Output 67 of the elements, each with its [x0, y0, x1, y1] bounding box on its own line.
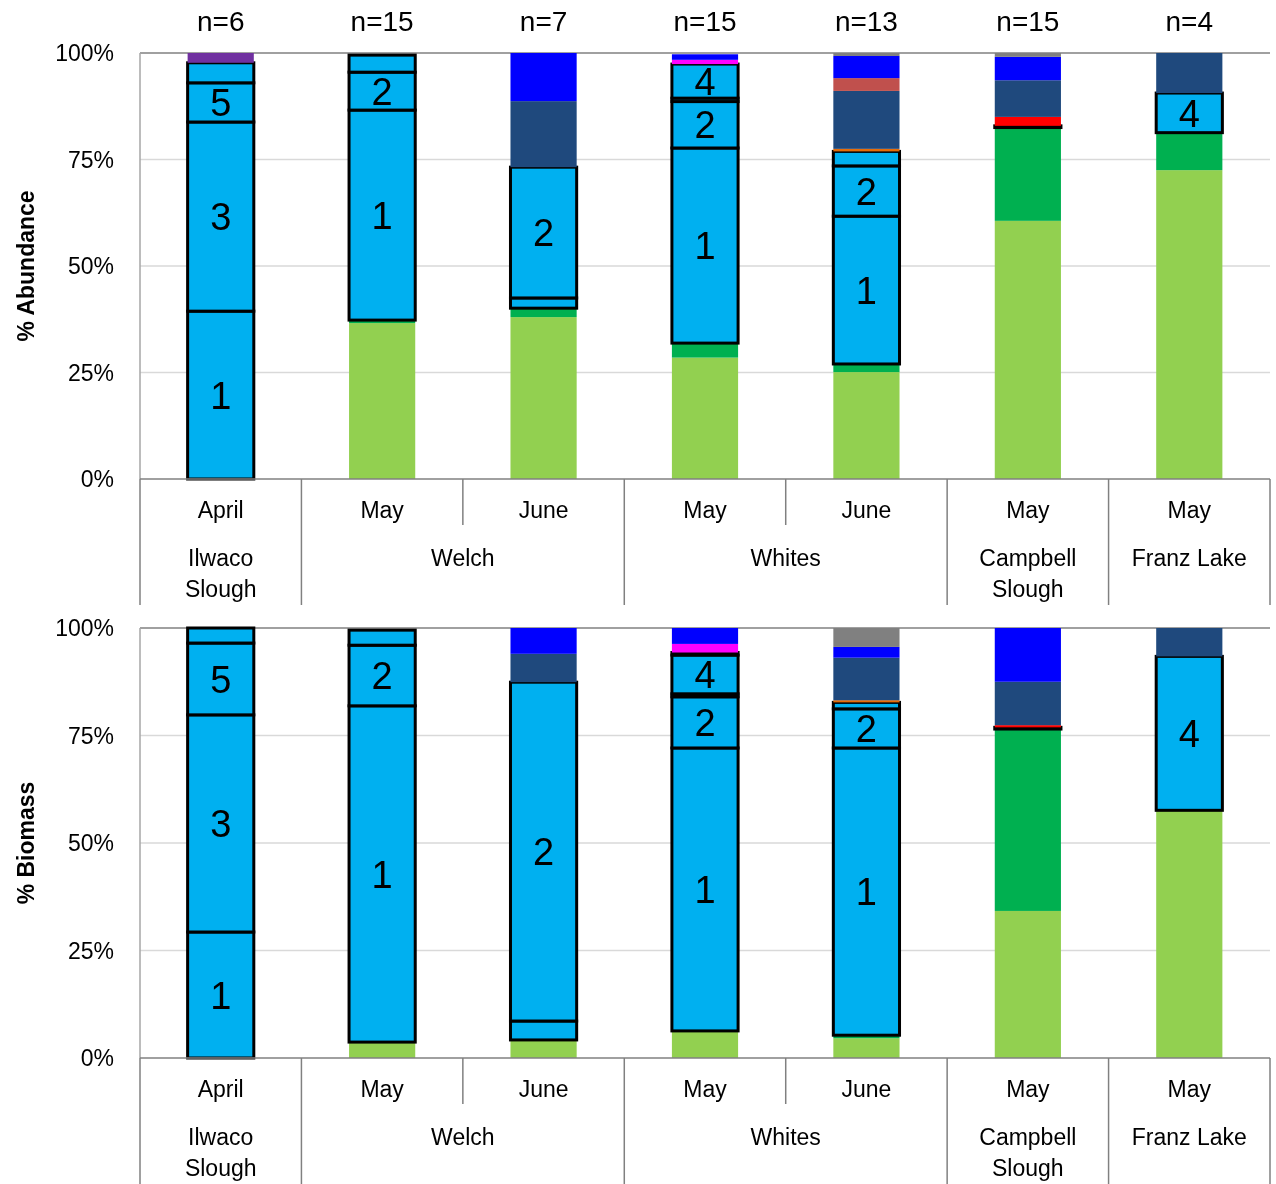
text: Campbell Slough	[979, 1124, 1077, 1181]
text: Welch	[431, 545, 495, 571]
text: n=7	[519, 6, 568, 37]
y-tick-label: 50%	[67, 830, 114, 857]
series-label: 3	[210, 803, 232, 846]
text: Welch	[431, 1124, 495, 1150]
text: 1	[371, 194, 393, 237]
series-label: 2	[371, 70, 393, 113]
text: n=13	[834, 6, 898, 37]
text: n=4	[1165, 6, 1214, 37]
text: 2	[694, 104, 716, 147]
x-tick-label: May	[1006, 497, 1051, 523]
text: 1	[371, 853, 393, 896]
text: 2	[694, 702, 716, 745]
text: 2	[533, 212, 555, 255]
x-tick-label: May	[683, 1076, 728, 1102]
y-axis-title: % Biomass	[13, 781, 39, 905]
x-tick-label: May	[683, 497, 728, 523]
x-tick-label: May	[1167, 497, 1212, 523]
text: Campbell Slough	[979, 545, 1077, 602]
text: 2	[371, 655, 393, 698]
y-tick-label: 25%	[67, 937, 114, 964]
y-axis-title: % Abundance	[13, 190, 39, 342]
x-tick-label: May	[360, 1076, 405, 1102]
x-tick-label: June	[841, 1076, 892, 1102]
text: 4	[1178, 713, 1200, 756]
text: 1	[694, 869, 716, 912]
x-tick-label: May	[360, 497, 405, 523]
text: Franz Lake	[1131, 1124, 1247, 1150]
series-label: 1	[210, 974, 232, 1017]
x-tick-label: May	[1006, 1076, 1051, 1102]
text: 1	[855, 269, 877, 312]
y-tick-label: 75%	[67, 146, 114, 173]
series-label: 5	[210, 658, 232, 701]
text: Whites	[750, 545, 821, 571]
text: 4	[694, 60, 716, 103]
y-tick-label: 75%	[67, 722, 114, 749]
series-label: 5	[210, 82, 232, 125]
text: n=6	[196, 6, 245, 37]
x-tick-label: June	[518, 1076, 569, 1102]
series-label: 4	[1178, 92, 1200, 135]
series-label: 4	[694, 654, 716, 697]
y-tick-label: 25%	[67, 359, 114, 386]
text: Whites	[750, 1124, 821, 1150]
text: n=15	[350, 6, 414, 37]
text: n=15	[673, 6, 737, 37]
x-tick-label: April	[197, 1076, 244, 1102]
series-label: 2	[855, 708, 877, 751]
y-tick-label: 100%	[55, 40, 114, 67]
text: Ilwaco Slough	[184, 1124, 257, 1181]
text: Ilwaco Slough	[184, 545, 257, 602]
x-tick-label: April	[197, 497, 244, 523]
x-tick-label: June	[518, 497, 569, 523]
text: 1	[855, 871, 877, 914]
series-label: 3	[210, 196, 232, 239]
text: 1	[694, 225, 716, 268]
text: Franz Lake	[1131, 545, 1247, 571]
x-tick-label: May	[1167, 1076, 1212, 1102]
series-label: 1	[210, 374, 232, 417]
x-tick-label: June	[841, 497, 892, 523]
text: 2	[533, 831, 555, 874]
y-tick-label: 100%	[55, 615, 114, 642]
text: 2	[855, 170, 877, 213]
text: n=15	[996, 6, 1060, 37]
y-tick-label: 50%	[67, 253, 114, 280]
y-tick-label: 0%	[80, 1045, 114, 1072]
y-tick-label: 0%	[80, 466, 114, 493]
